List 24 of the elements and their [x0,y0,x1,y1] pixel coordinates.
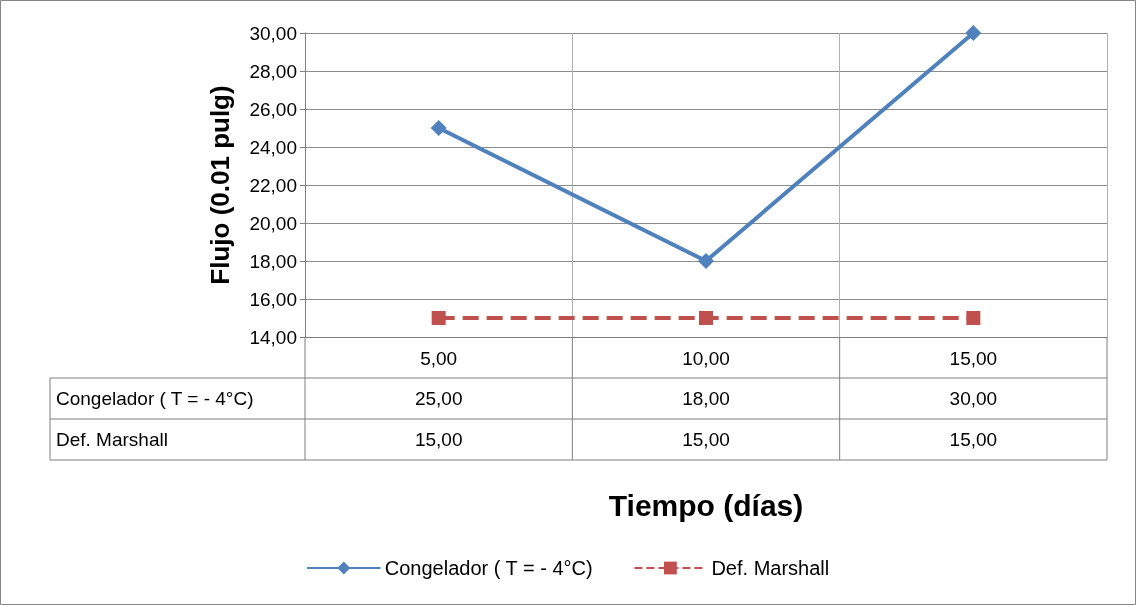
y-tick-label: 14,00 [249,326,297,348]
x-tick-label: 15,00 [949,348,998,369]
data-label: 15,00 [414,429,463,450]
data-label: 25,00 [414,388,463,409]
legend-label: Congelador ( T = - 4°C) [384,557,593,579]
x-axis-title: Tiempo (días) [608,488,804,522]
data-label: 15,00 [949,429,998,450]
y-tick-label: 20,00 [249,212,297,234]
y-tick-label: 24,00 [249,136,297,158]
legend-label: Def. Marshall [711,557,830,579]
y-tick-label: 16,00 [249,288,297,310]
x-tick-label: 5,00 [420,348,458,369]
y-tick-label: 30,00 [249,22,297,44]
data-label: 30,00 [949,388,998,409]
y-tick-label: 22,00 [249,174,297,196]
y-tick-label: 26,00 [249,98,297,120]
text: Def. Marshall [56,429,168,450]
x-tick-label: 10,00 [682,348,730,369]
y-tick-label: 18,00 [249,250,297,272]
data-label: 15,00 [682,429,730,450]
data-label: 18,00 [682,388,730,409]
text: Congelador ( T = - 4°C) [56,388,254,409]
y-tick-label: 28,00 [249,60,297,82]
y-axis-title: Flujo (0.01 pulg) [205,85,235,285]
